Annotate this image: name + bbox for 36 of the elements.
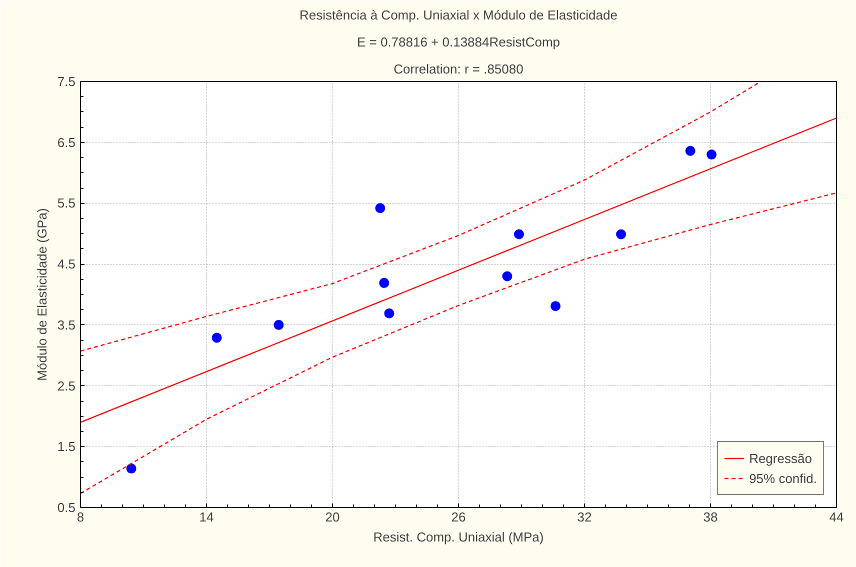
y-tick-label: 5.5 <box>57 196 76 211</box>
x-tick-label: 14 <box>199 510 214 524</box>
point <box>212 332 222 343</box>
point <box>379 278 390 288</box>
x-tick-label: 26 <box>451 510 466 524</box>
point <box>274 320 284 330</box>
y-tick-label: 3.5 <box>57 317 76 332</box>
y-tick-label: 6.5 <box>57 134 76 150</box>
point <box>514 229 524 240</box>
x-tick-label: 20 <box>325 510 340 524</box>
x-tick-label: 32 <box>577 510 592 524</box>
point <box>616 229 626 240</box>
point <box>126 464 136 474</box>
text: Correlation: r = .85080 <box>394 62 524 76</box>
point <box>375 203 386 214</box>
point <box>685 146 696 156</box>
y-tick-label: 2.5 <box>57 378 76 394</box>
y-tick-label: 4.5 <box>57 256 76 272</box>
point <box>502 271 512 282</box>
point <box>550 301 561 312</box>
chart-subtitle: E = 0.78816 + 0.13884ResistComp <box>356 34 560 50</box>
y-tick-label: 0.5 <box>57 500 76 515</box>
y-axis-title: Módulo de Elasticidade (GPa) <box>34 208 50 381</box>
point <box>706 150 717 160</box>
y-tick-label: 7.5 <box>57 74 76 89</box>
x-tick-label: 38 <box>703 510 718 524</box>
legend-label: 95% confid. <box>749 470 817 486</box>
line-series <box>80 192 836 494</box>
legend-label: Regressão <box>749 450 812 466</box>
x-axis-title: Resist. Comp. Uniaxial (MPa) <box>373 530 544 544</box>
point <box>384 308 394 318</box>
x-tick-label: 44 <box>829 510 844 524</box>
x-tick-label: 8 <box>76 510 84 524</box>
line-series <box>80 82 762 352</box>
y-tick-label: 1.5 <box>57 439 76 454</box>
chart-title: Resistência à Comp. Uniaxial x Módulo de Elasticidade <box>300 8 618 22</box>
